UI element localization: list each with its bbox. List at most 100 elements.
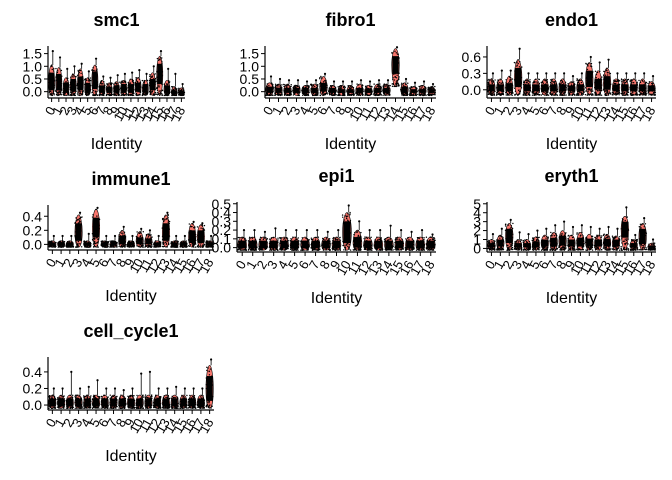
- outlier-point: [589, 55, 592, 59]
- data-point: [243, 240, 246, 242]
- data-point: [237, 246, 239, 248]
- data-point: [551, 86, 553, 88]
- data-point: [334, 86, 337, 89]
- data-point: [386, 85, 389, 87]
- data-point: [312, 88, 315, 91]
- data-point: [49, 90, 51, 93]
- data-point: [564, 85, 567, 88]
- data-point: [517, 89, 520, 92]
- data-point: [549, 81, 552, 84]
- data-point: [194, 239, 197, 242]
- data-point: [325, 92, 328, 95]
- data-point: [151, 90, 153, 92]
- data-point: [651, 90, 653, 92]
- data-point: [172, 88, 175, 91]
- violin-14: [611, 72, 621, 96]
- data-point: [288, 89, 290, 91]
- data-point: [94, 76, 97, 78]
- jitter-points: [141, 79, 149, 97]
- data-point: [92, 85, 95, 87]
- data-point: [143, 87, 146, 89]
- data-point: [154, 73, 156, 75]
- data-point: [79, 224, 81, 226]
- data-point: [337, 94, 339, 97]
- data-point: [88, 245, 91, 247]
- data-point: [132, 92, 135, 94]
- data-point: [157, 94, 159, 96]
- data-point: [288, 94, 290, 96]
- data-point: [91, 84, 93, 87]
- x-axis-title: Identity: [546, 136, 598, 153]
- data-point: [161, 75, 164, 77]
- data-point: [120, 86, 123, 88]
- data-point: [559, 90, 562, 92]
- data-point: [120, 87, 122, 90]
- data-point: [177, 89, 180, 91]
- data-point: [306, 87, 308, 90]
- data-point: [102, 240, 104, 242]
- data-point: [369, 85, 371, 88]
- data-point: [277, 90, 280, 93]
- data-point: [394, 73, 396, 75]
- data-point: [85, 84, 87, 86]
- data-point: [281, 92, 283, 94]
- data-point: [161, 60, 163, 63]
- outlier-point: [500, 69, 503, 72]
- data-point: [606, 82, 608, 85]
- data-point: [120, 238, 123, 241]
- data-point: [624, 94, 627, 96]
- data-point: [167, 216, 169, 219]
- data-point: [551, 82, 553, 85]
- data-point: [173, 89, 176, 91]
- data-point: [523, 93, 525, 95]
- data-point: [168, 242, 170, 244]
- data-point: [499, 82, 501, 84]
- data-point: [533, 92, 535, 94]
- data-point: [594, 82, 596, 84]
- data-point: [49, 87, 51, 89]
- data-point: [420, 85, 422, 87]
- y-tick-label: 0.3: [462, 65, 482, 81]
- data-point: [136, 77, 138, 79]
- data-point: [519, 85, 521, 87]
- data-point: [560, 91, 562, 94]
- data-point: [497, 90, 500, 93]
- data-point: [129, 242, 131, 245]
- data-point: [643, 86, 645, 88]
- data-point: [304, 92, 307, 94]
- data-point: [49, 73, 51, 76]
- data-point: [165, 246, 167, 248]
- data-point: [76, 245, 78, 248]
- violin-16: [629, 72, 638, 96]
- data-point: [319, 94, 321, 96]
- data-point: [277, 88, 279, 91]
- jitter-points: [91, 65, 99, 97]
- data-point: [380, 90, 382, 93]
- data-point: [95, 208, 97, 211]
- data-point: [347, 90, 349, 93]
- data-point: [68, 245, 71, 248]
- data-point: [79, 69, 82, 72]
- data-point: [146, 239, 148, 241]
- jitter-points: [179, 240, 188, 248]
- data-point: [96, 68, 98, 70]
- data-point: [161, 83, 163, 86]
- data-point: [553, 85, 555, 87]
- data-point: [208, 242, 210, 244]
- data-point: [311, 90, 313, 93]
- data-point: [624, 89, 627, 91]
- data-point: [547, 94, 550, 96]
- jitter-points: [292, 84, 301, 97]
- data-point: [237, 236, 240, 239]
- data-point: [553, 91, 555, 93]
- data-point: [421, 93, 423, 95]
- data-point: [178, 87, 180, 90]
- data-point: [361, 87, 363, 90]
- data-point: [149, 239, 151, 242]
- data-point: [171, 246, 174, 248]
- data-point: [653, 92, 655, 94]
- data-point: [525, 86, 527, 88]
- data-point: [592, 90, 594, 92]
- data-point: [180, 241, 183, 243]
- data-point: [189, 234, 191, 236]
